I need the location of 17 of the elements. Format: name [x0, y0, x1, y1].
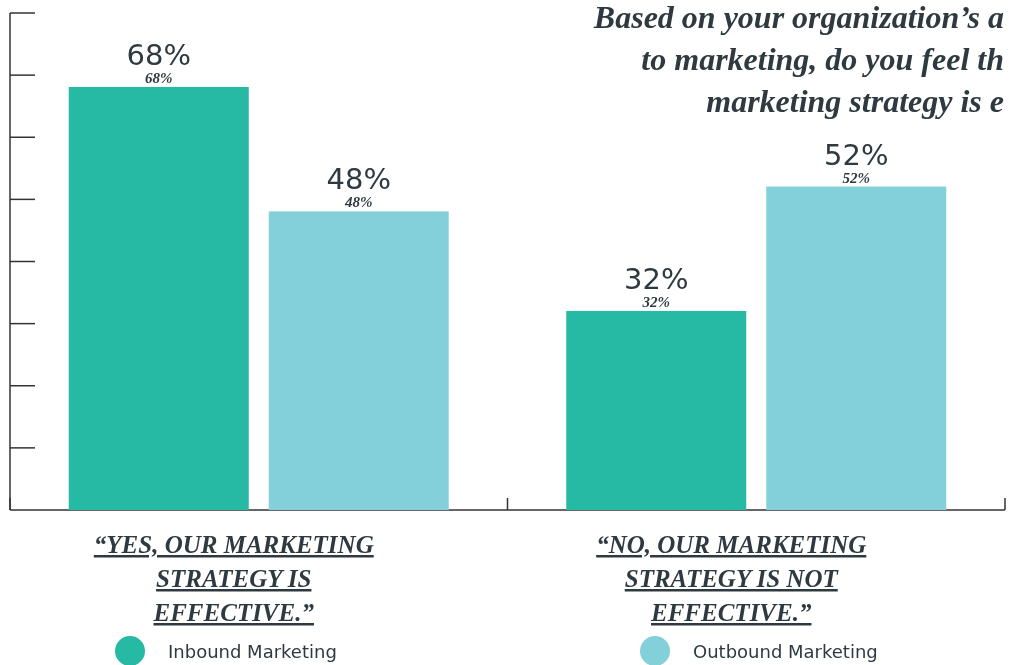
data-label: 48%: [344, 194, 373, 211]
bar: [68, 87, 249, 510]
bar: [566, 310, 747, 510]
text: 52%: [824, 137, 889, 172]
legend-label: Outbound Marketing: [693, 641, 878, 662]
legend-label: Inbound Marketing: [168, 641, 337, 662]
x-tick-label: “NO, OUR MARKETING STRATEGY IS NOT EFFECTIVE.”: [596, 531, 867, 626]
x-tick-label: “YES, OUR MARKETING STRATEGY IS EFFECTIVE.”: [93, 531, 374, 626]
data-label: 52%: [842, 169, 870, 186]
text: 32%: [624, 261, 689, 296]
text: 48%: [326, 162, 391, 197]
data-label: 32%: [641, 293, 670, 310]
bar: [268, 211, 449, 510]
chart-title: Based on your organization’s a to marketing, do you feel th marketing strategy is e: [592, 0, 1004, 119]
bar: [766, 186, 947, 510]
text: 68%: [126, 38, 191, 72]
data-label: 68%: [145, 70, 173, 86]
